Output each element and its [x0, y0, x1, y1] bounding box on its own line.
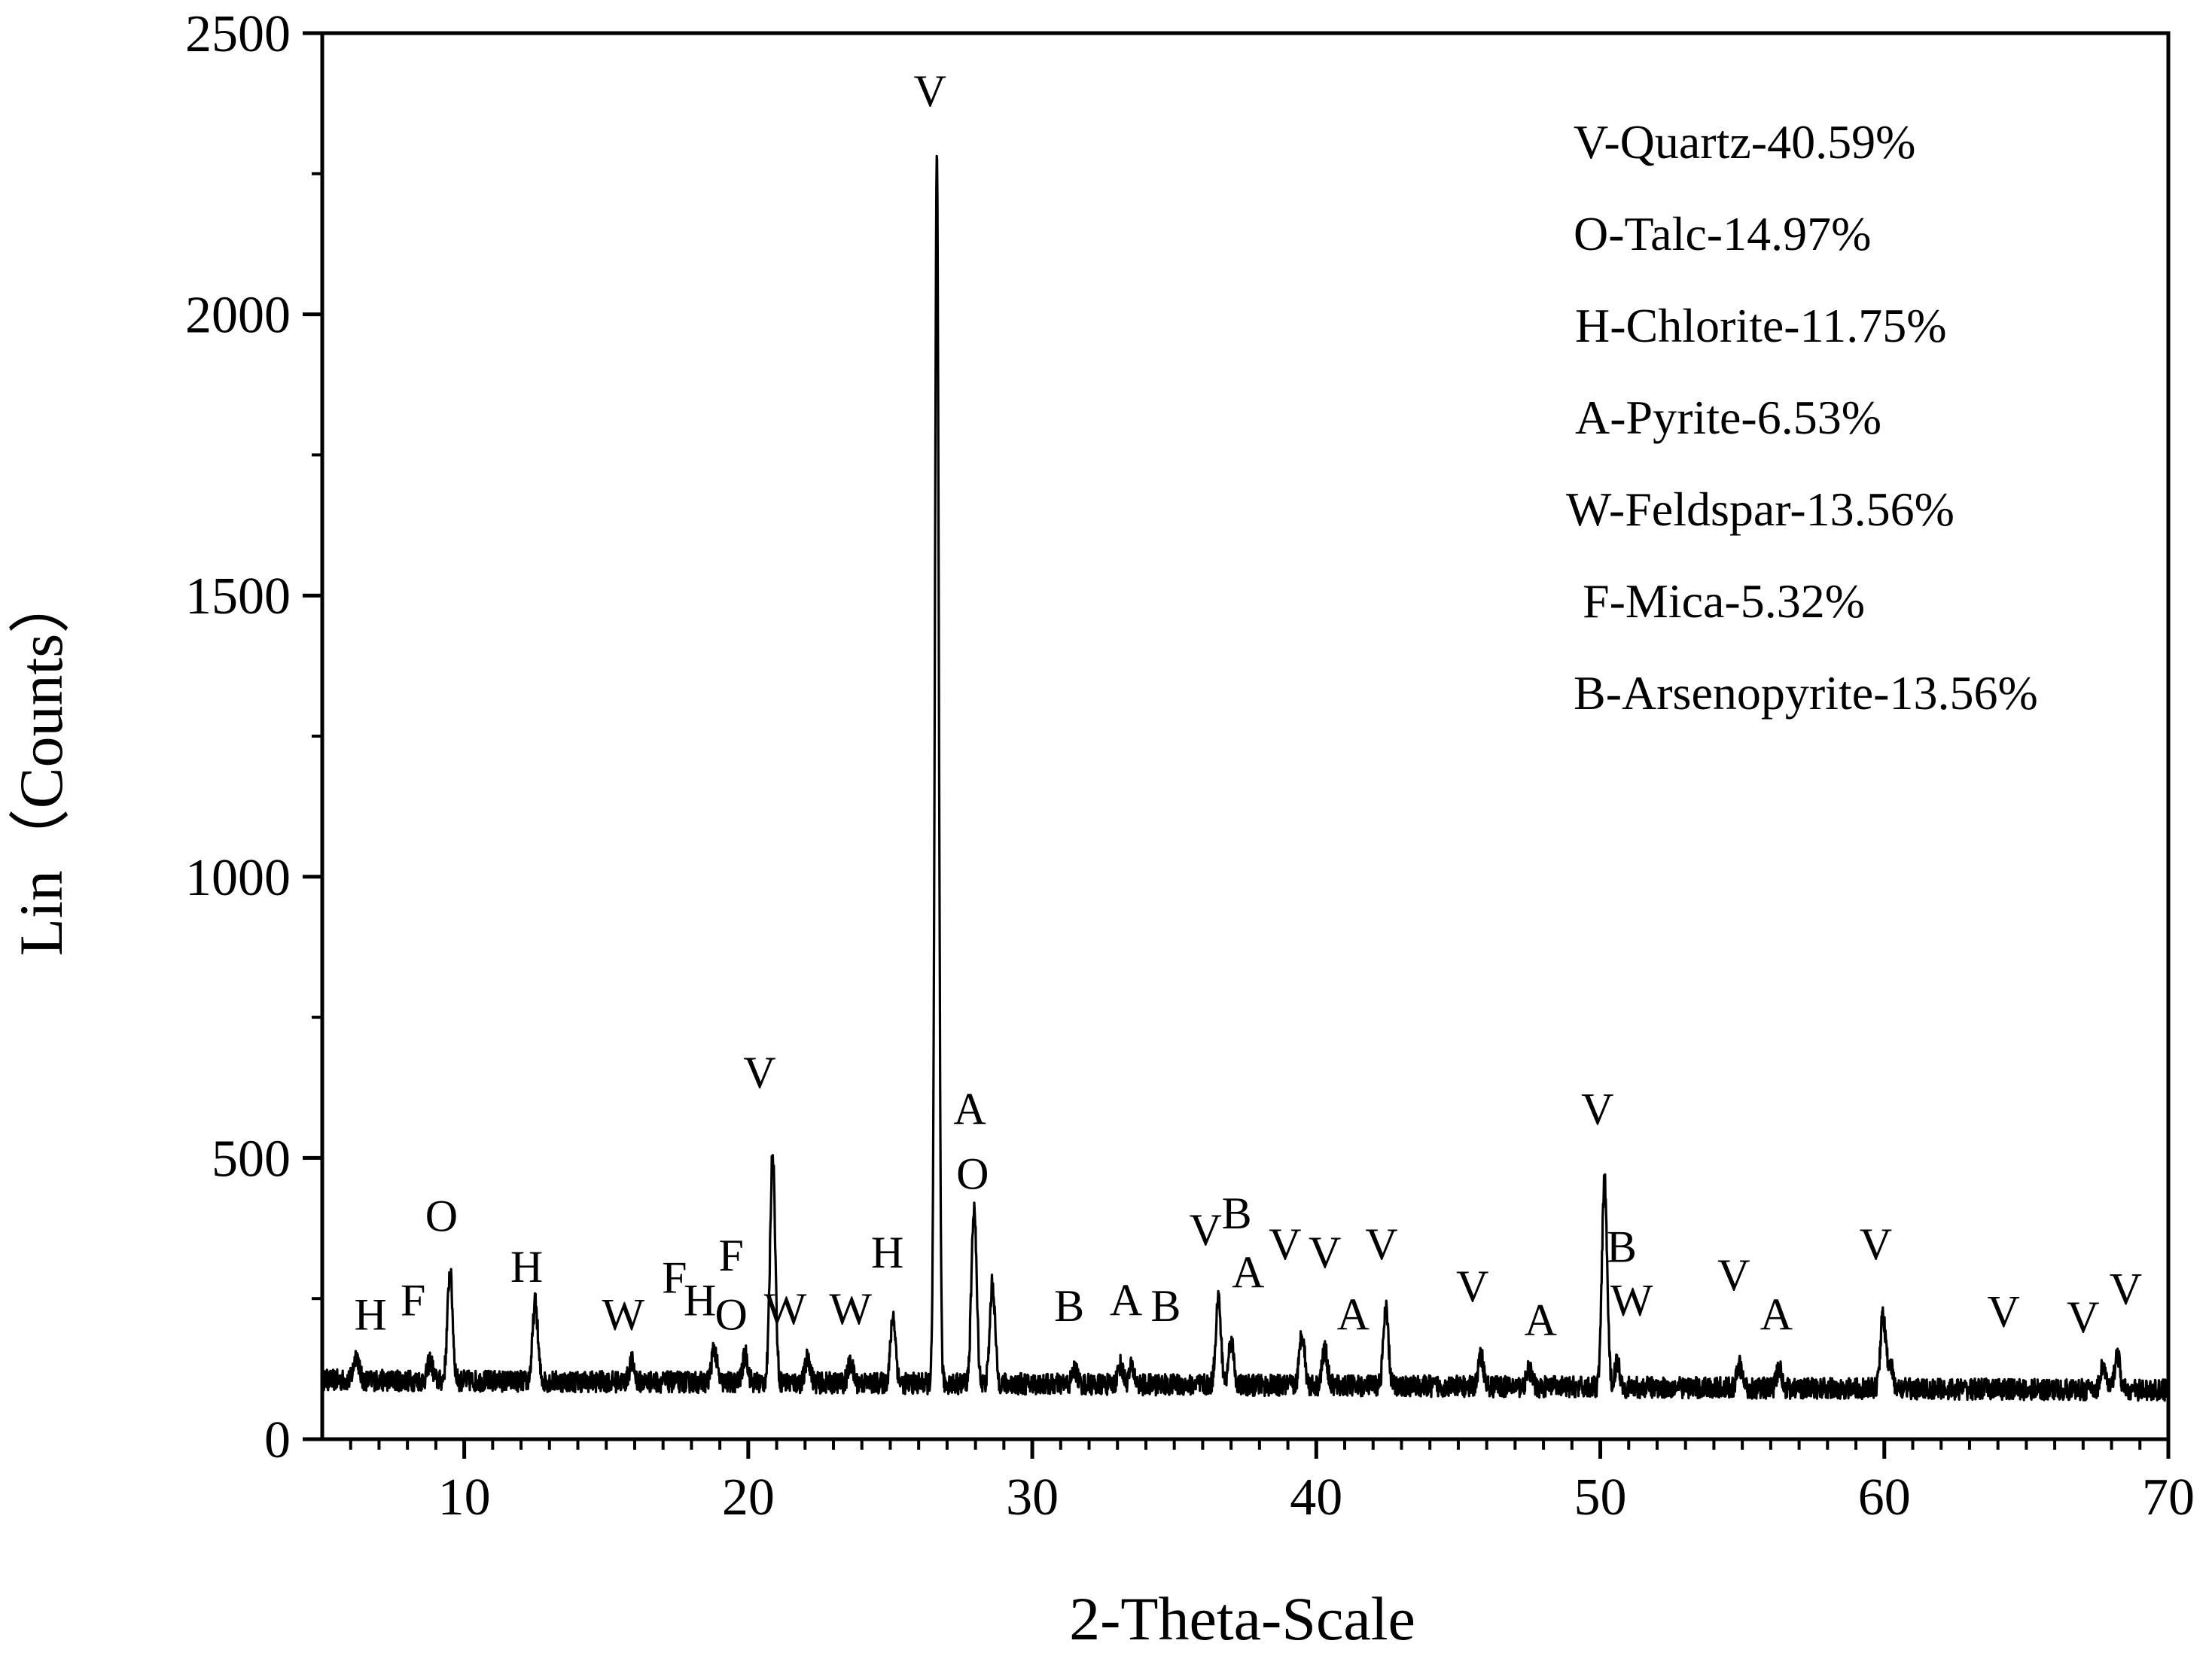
peak-label: V	[1860, 1219, 1892, 1269]
peak-label: V	[1988, 1287, 2020, 1337]
y-axis-label: Lin（Counts）	[7, 572, 75, 956]
peak-label: W	[829, 1284, 872, 1334]
peak-label: V	[2110, 1265, 2142, 1314]
peak-label: F	[719, 1231, 744, 1280]
xrd-pattern-line	[321, 154, 2170, 1402]
peak-label: H	[510, 1242, 543, 1292]
peak-label: H	[354, 1289, 386, 1339]
peak-label: W	[602, 1289, 645, 1339]
y-tick-label: 500	[212, 1130, 291, 1188]
x-tick-label: 10	[438, 1469, 491, 1526]
chart-series	[321, 154, 2170, 1402]
peak-label: B	[1150, 1281, 1181, 1331]
legend-entry: H-Chlorite-11.75%	[1575, 299, 1947, 352]
peak-label: V	[1309, 1228, 1341, 1277]
peak-label: V	[2067, 1292, 2099, 1342]
y-tick-label: 0	[264, 1411, 291, 1469]
y-tick-label: 2000	[185, 287, 291, 345]
x-tick-label: 60	[1858, 1469, 1911, 1526]
peak-label: A	[1110, 1276, 1142, 1326]
peak-label: F	[662, 1253, 687, 1303]
peak-label: H	[684, 1276, 716, 1326]
peak-label: O	[425, 1192, 458, 1241]
peak-label: V	[743, 1048, 775, 1097]
peak-label: A	[1337, 1289, 1370, 1339]
peak-label: V	[914, 66, 946, 116]
y-tick-label: 1500	[185, 568, 291, 625]
peak-label: V	[1190, 1205, 1222, 1255]
x-tick-label: 70	[2142, 1469, 2195, 1526]
x-tick-label: 20	[722, 1469, 775, 1526]
x-tick-label: 50	[1574, 1469, 1627, 1526]
chart-legend: V-Quartz-40.59% O-Talc-14.97% H-Chlorite-1…	[1566, 115, 2038, 720]
peak-label: W	[1610, 1276, 1653, 1326]
peak-label: H	[871, 1228, 903, 1277]
peak-label: V	[1717, 1250, 1750, 1300]
legend-entry: W-Feldspar-13.56%	[1566, 482, 1955, 536]
peak-label: A	[1232, 1247, 1264, 1297]
peak-label: A	[1760, 1289, 1793, 1339]
peak-label: V	[1581, 1085, 1613, 1134]
legend-entry: F-Mica-5.32%	[1583, 574, 1865, 628]
y-tick-label: 1000	[185, 849, 291, 907]
peak-label: V	[1456, 1262, 1488, 1311]
legend-entry: O-Talc-14.97%	[1574, 207, 1871, 260]
x-axis-label: 2-Theta-Scale	[1069, 1584, 1415, 1653]
peak-label: F	[401, 1276, 425, 1326]
legend-entry: V-Quartz-40.59%	[1574, 115, 1915, 169]
peak-label: V	[1269, 1219, 1301, 1269]
peak-label: A	[1525, 1295, 1557, 1345]
y-tick-label: 2500	[185, 5, 291, 63]
peak-label: W	[764, 1284, 807, 1334]
peak-label: B	[1222, 1189, 1252, 1238]
peak-label: O	[715, 1289, 748, 1339]
peak-label: B	[1054, 1281, 1084, 1331]
peak-label: B	[1607, 1222, 1637, 1272]
legend-entry: B-Arsenopyrite-13.56%	[1574, 666, 2038, 720]
x-tick-label: 40	[1290, 1469, 1342, 1526]
peak-label: V	[1365, 1219, 1397, 1269]
peak-label: A	[953, 1085, 986, 1134]
x-tick-label: 30	[1006, 1469, 1059, 1526]
chart-axes: 0 500 1000 1500 2000 2500 10 20 30 40 50 60 70	[185, 5, 2195, 1526]
peak-label: O	[956, 1149, 989, 1198]
legend-entry: A-Pyrite-6.53%	[1575, 391, 1881, 444]
